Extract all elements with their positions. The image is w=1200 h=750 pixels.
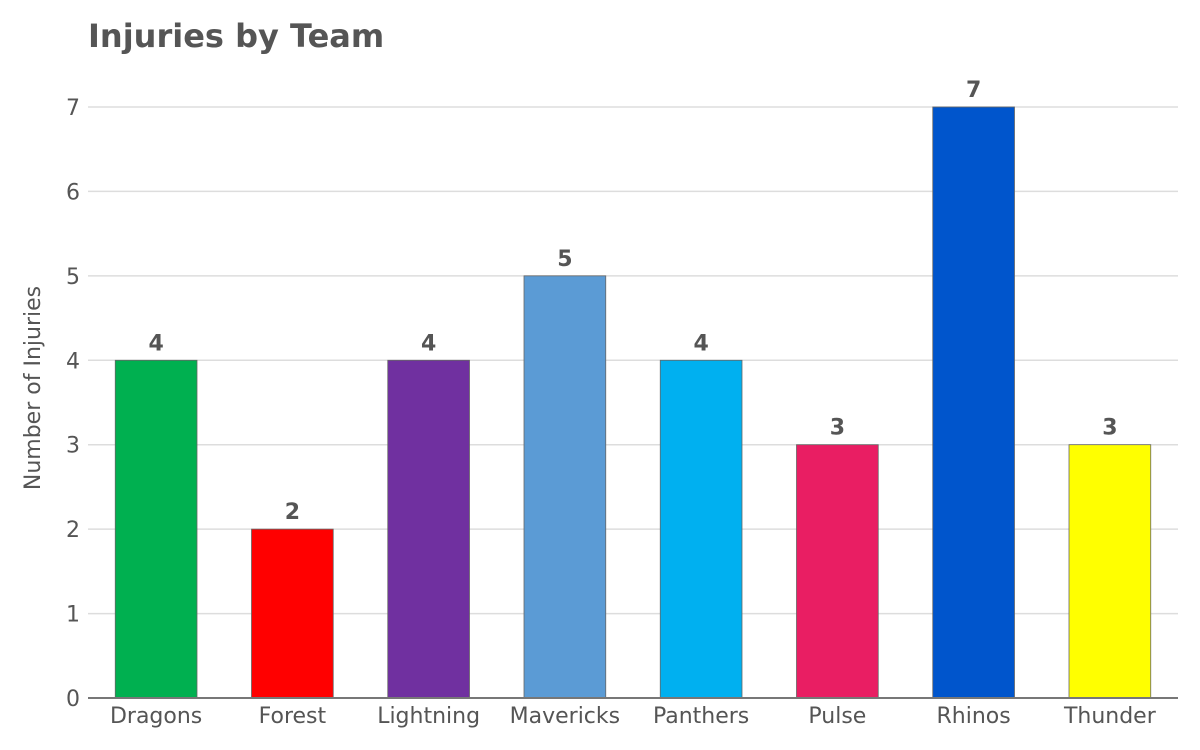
data-label: 3 [830, 416, 845, 441]
x-tick-label: Panthers [653, 704, 749, 729]
bar-forest [251, 528, 334, 699]
x-tick-label: Pulse [808, 704, 866, 729]
y-axis-ticks: 0 1 2 3 4 5 6 7 [66, 96, 80, 712]
chart-title: Injuries by Team [88, 17, 384, 55]
bar-rhinos [932, 106, 1015, 699]
y-tick-label: 4 [66, 349, 80, 374]
bar-dragons [114, 359, 198, 699]
y-axis-title: Number of Injuries [21, 286, 46, 490]
x-tick-label: Dragons [110, 704, 202, 729]
y-tick-label: 1 [66, 603, 80, 628]
y-tick-label: 2 [66, 518, 80, 543]
bars [114, 106, 1152, 699]
y-tick-label: 7 [66, 96, 80, 121]
data-label: 7 [966, 78, 981, 103]
bar-lightning [387, 359, 470, 699]
y-tick-label: 6 [66, 180, 80, 205]
y-tick-label: 5 [66, 265, 80, 290]
bar-pulse [796, 444, 879, 699]
data-labels: 4 2 4 5 4 3 7 3 [148, 78, 1117, 525]
data-label: 3 [1102, 416, 1117, 441]
y-tick-label: 3 [66, 434, 80, 459]
bar-thunder [1068, 444, 1152, 699]
y-tick-label: 0 [66, 687, 80, 712]
data-label: 4 [693, 331, 708, 356]
x-axis-ticks: Dragons Forest Lightning Mavericks Panthers P… [110, 704, 1157, 729]
data-label: 2 [285, 500, 300, 525]
data-label: 5 [557, 247, 572, 272]
data-label: 4 [421, 331, 436, 356]
x-tick-label: Thunder [1063, 704, 1157, 729]
data-label: 4 [148, 331, 163, 356]
x-tick-label: Rhinos [937, 704, 1011, 729]
x-tick-label: Forest [259, 704, 327, 729]
bar-mavericks [523, 275, 607, 699]
x-tick-label: Mavericks [510, 704, 620, 729]
bar-panthers [659, 359, 743, 699]
x-tick-label: Lightning [377, 704, 480, 729]
